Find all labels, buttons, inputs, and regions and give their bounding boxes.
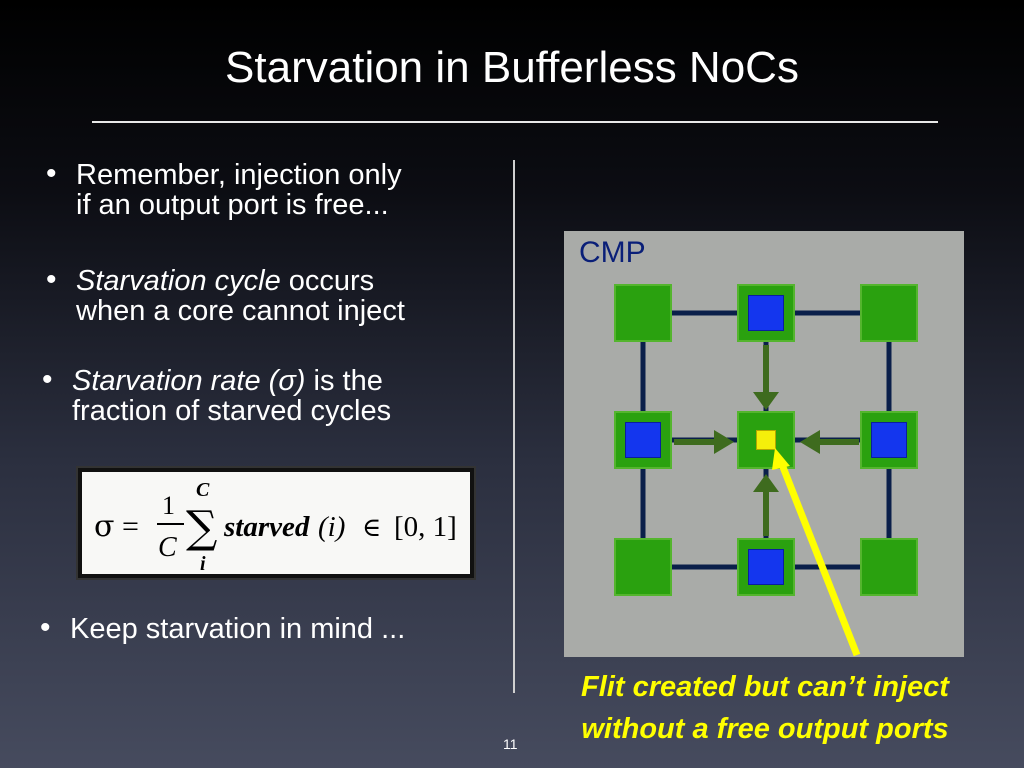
router-node	[614, 284, 672, 342]
arrow-left-icon	[800, 430, 820, 454]
formula-sum-lower: i	[200, 553, 206, 574]
router-node	[860, 411, 918, 469]
bullet-line: Keep starvation in mind ...	[70, 613, 406, 645]
core-blue	[748, 549, 784, 585]
formula-sum-symbol: ∑	[186, 502, 217, 553]
caption-line-2: without a free output ports	[581, 713, 949, 745]
core-blue	[625, 422, 661, 458]
formula-svg: σ = 1 C C ∑ i starved (i) ∈ [0, 1]	[94, 479, 457, 575]
caption-line-1: Flit created but can’t inject	[581, 671, 949, 703]
bullet-line: Remember, injection only	[76, 159, 402, 191]
bullet-dot-icon: •	[42, 363, 53, 396]
vertical-divider	[513, 160, 515, 693]
bullet-line-rest: is the	[305, 365, 383, 397]
bullet-starvation-cycle: • Starvation cycle occurs when a core ca…	[46, 263, 498, 327]
bullet-dot-icon: •	[40, 611, 51, 644]
slide-title: Starvation in Bufferless NoCs	[225, 43, 799, 92]
formula-numerator: 1	[162, 491, 175, 520]
formula-sigma: σ	[94, 509, 114, 544]
core-blue	[871, 422, 907, 458]
bullet-dot-icon: •	[46, 263, 57, 296]
flit-yellow	[756, 430, 776, 450]
router-node	[737, 284, 795, 342]
router-node-starved	[737, 411, 795, 469]
formula-function: starved	[223, 511, 310, 543]
router-node	[614, 411, 672, 469]
title-underline	[92, 121, 938, 123]
bullet-keep-in-mind: • Keep starvation in mind ...	[40, 611, 492, 645]
arrow-down-icon	[753, 392, 779, 410]
bullet-injection: • Remember, injection only if an output …	[46, 157, 498, 221]
router-node	[860, 538, 918, 596]
formula-image: σ = 1 C C ∑ i starved (i) ∈ [0, 1]	[76, 466, 476, 580]
bullet-dot-icon: •	[46, 157, 57, 190]
bullet-line: fraction of starved cycles	[72, 395, 392, 427]
formula-panel: σ = 1 C C ∑ i starved (i) ∈ [0, 1]	[82, 472, 470, 575]
bullet-starvation-rate: • Starvation rate (σ) is the fraction of…	[42, 363, 494, 427]
formula-denominator: C	[158, 532, 177, 563]
formula-range: [0, 1]	[394, 511, 457, 543]
term-starvation-rate: Starvation rate (σ)	[72, 365, 306, 397]
pointer-line	[777, 460, 861, 657]
formula-argument: (i)	[318, 511, 345, 543]
bullet-line: when a core cannot inject	[76, 295, 405, 327]
router-node	[737, 538, 795, 596]
formula-element-of: ∈	[362, 513, 381, 543]
formula-sum-upper: C	[196, 479, 210, 501]
cmp-label: CMP	[579, 236, 646, 269]
formula-equals: =	[122, 510, 139, 543]
arrow-up-icon	[753, 474, 779, 492]
term-starvation-cycle: Starvation cycle	[76, 265, 281, 297]
page-number: 11	[503, 736, 518, 752]
core-blue	[748, 295, 784, 331]
router-node	[614, 538, 672, 596]
bullet-line: if an output port is free...	[76, 189, 389, 221]
pointer-arrow-icon	[772, 448, 790, 470]
arrow-right-icon	[714, 430, 734, 454]
bullet-line-rest: occurs	[280, 265, 375, 297]
router-node	[860, 284, 918, 342]
